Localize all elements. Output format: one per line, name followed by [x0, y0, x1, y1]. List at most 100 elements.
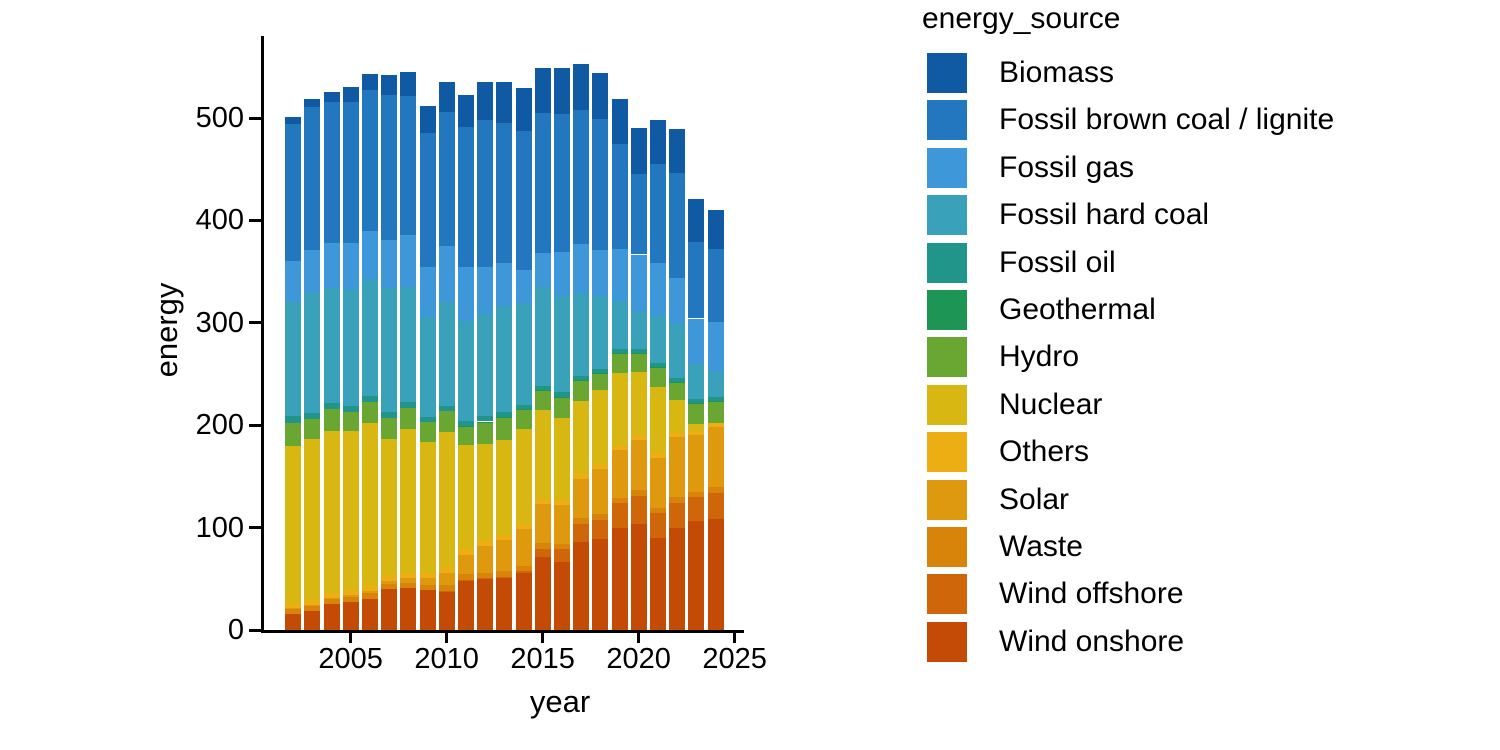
bar-segment	[649, 120, 666, 165]
bar-segment	[496, 306, 513, 412]
bar-segment	[630, 439, 647, 491]
bar-segment	[707, 372, 724, 397]
legend-label: Biomass	[999, 56, 1115, 89]
x-tick-label: 2015	[510, 643, 575, 675]
bar-segment	[400, 578, 417, 583]
bar-segment	[534, 557, 551, 630]
bar-segment	[477, 416, 494, 422]
legend-label: Hydro	[999, 340, 1080, 374]
bar-segment	[400, 428, 417, 574]
y-axis-line	[261, 36, 264, 633]
bar-segment	[553, 562, 570, 630]
bar-segment	[688, 198, 705, 242]
bar-segment	[457, 94, 474, 128]
bar-segment	[457, 320, 474, 422]
bar-segment	[592, 519, 609, 540]
bar-segment	[515, 565, 532, 572]
x-tick-label: 2025	[702, 643, 767, 675]
bar-segment	[419, 106, 436, 133]
bar-segment	[496, 81, 513, 123]
bar-segment	[323, 603, 340, 630]
bar-segment	[285, 117, 302, 124]
bar-segment	[438, 432, 455, 569]
bar-segment	[381, 589, 398, 630]
y-tick-label: 200	[195, 409, 244, 442]
bar-segment	[534, 287, 551, 387]
bar-segment	[457, 549, 474, 555]
bar-segment	[381, 287, 398, 412]
bar-segment	[323, 409, 340, 431]
bar-segment	[496, 577, 513, 578]
bar-segment	[381, 583, 398, 590]
bar-segment	[400, 95, 417, 236]
bar-segment	[304, 293, 321, 414]
bar-segment	[573, 479, 590, 519]
bar-segment	[342, 87, 359, 102]
legend-swatch	[927, 242, 967, 283]
x-tick-label: 2005	[318, 643, 383, 675]
x-tick	[349, 633, 353, 643]
bar-segment	[419, 422, 436, 442]
bar-segment	[304, 107, 321, 251]
bar-segment	[649, 367, 666, 387]
bar-segment	[707, 249, 724, 323]
bar-segment	[573, 109, 590, 244]
bar-segment	[707, 401, 724, 423]
bar-segment	[669, 433, 686, 438]
bar-segment	[400, 287, 417, 403]
bar-segment	[323, 403, 340, 410]
bar-segment	[515, 528, 532, 566]
bar-segment	[477, 120, 494, 267]
bar-segment	[477, 540, 494, 546]
bar-segment	[688, 318, 705, 364]
bar-segment	[688, 399, 705, 404]
bar-segment	[669, 377, 686, 382]
bar-segment	[553, 543, 570, 550]
bar-segment	[477, 313, 494, 417]
y-tick-label: 500	[195, 102, 244, 134]
bar-segment	[457, 554, 474, 575]
legend-label: Fossil brown coal / lignite	[999, 103, 1335, 137]
bar-segment	[534, 386, 551, 391]
bar-segment	[611, 450, 628, 498]
bar-segment	[342, 405, 359, 412]
bar-segment	[611, 301, 628, 350]
bar-segment	[573, 518, 590, 524]
bar-segment	[669, 277, 686, 324]
bar-segment	[669, 382, 686, 400]
bar-segment	[649, 164, 666, 263]
bar-segment	[611, 349, 628, 354]
bar-segment	[477, 421, 494, 445]
bar-segment	[438, 573, 455, 586]
bar-segment	[707, 396, 724, 402]
bar-segment	[707, 492, 724, 520]
legend-swatch	[927, 53, 967, 93]
legend-swatch	[927, 479, 967, 520]
bar-segment	[438, 591, 455, 630]
bar-segment	[611, 99, 628, 145]
bar-segment	[400, 235, 417, 288]
bar-segment	[534, 67, 551, 113]
bar-segment	[438, 111, 455, 246]
legend-swatch	[927, 384, 967, 425]
bar-segment	[285, 608, 302, 614]
bar-segment	[630, 127, 647, 174]
bar-segment	[342, 602, 359, 630]
bar-segment	[323, 91, 340, 103]
bar-segment	[438, 585, 455, 592]
bar-segment	[457, 444, 474, 550]
bar-segment	[611, 248, 628, 302]
legend-label: Wind offshore	[999, 577, 1184, 611]
bar-segment	[477, 266, 494, 314]
bar-segment	[438, 245, 455, 303]
bar-segment	[419, 417, 436, 423]
bar-segment	[323, 430, 340, 593]
bar-segment	[707, 209, 724, 250]
bar-segment	[553, 296, 570, 393]
x-axis-line	[261, 630, 744, 633]
bar-segment	[669, 502, 686, 529]
bar-segment	[611, 503, 628, 529]
bar-segment	[515, 429, 532, 524]
x-tick	[445, 633, 449, 643]
